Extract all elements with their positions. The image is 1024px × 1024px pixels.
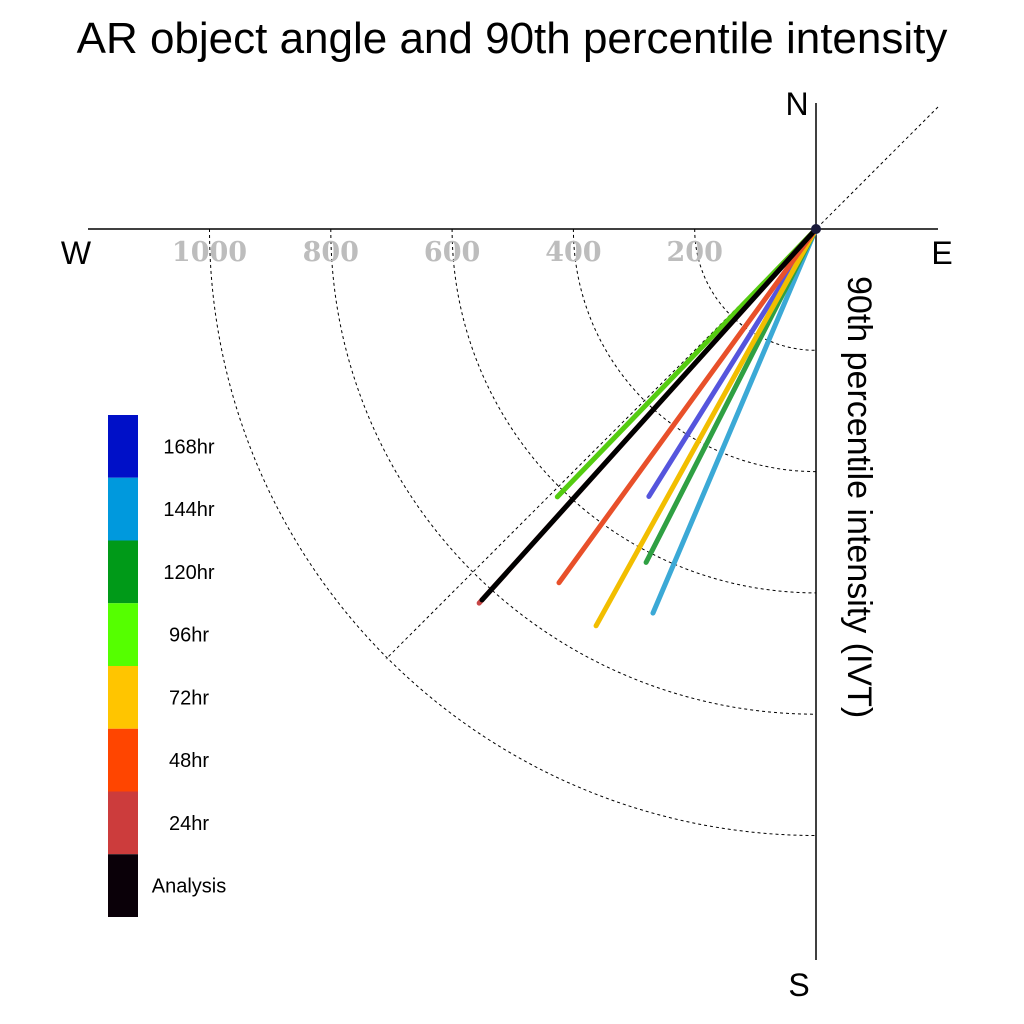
legend-swatch-48hr — [108, 728, 138, 792]
tick-label-800: 800 — [303, 237, 359, 268]
origin-dot — [811, 224, 821, 234]
chart-title: AR object angle and 90th percentile inte… — [76, 14, 948, 63]
grid-ring-600 — [451, 228, 817, 594]
legend-swatch-144hr — [108, 477, 138, 541]
vector-72hr — [593, 226, 819, 629]
tick-label-400: 400 — [545, 237, 601, 268]
legend-label-168hr: 168hr — [163, 436, 214, 458]
legend-label-96hr: 96hr — [169, 625, 209, 647]
legend-swatch-120hr — [108, 540, 138, 604]
diagonal-axis — [385, 106, 939, 660]
vector-144hr — [650, 226, 819, 616]
legend-swatch-72hr — [108, 666, 138, 729]
tick-label-200: 200 — [667, 237, 723, 268]
grid-ring-1000 — [209, 228, 817, 836]
east-label: E — [931, 235, 952, 271]
legend-label-24hr: 24hr — [169, 813, 209, 835]
vector-analysis — [479, 226, 819, 603]
south-label: S — [788, 967, 809, 1003]
north-label: N — [785, 86, 808, 122]
grid-ring-800 — [330, 228, 817, 715]
legend-swatch-analysis — [108, 854, 138, 917]
grid-ring-200 — [694, 228, 817, 351]
intensity-vectors — [476, 224, 821, 629]
vector-48hr — [556, 226, 819, 586]
legend-label-48hr: 48hr — [169, 750, 209, 772]
legend-label-120hr: 120hr — [163, 562, 214, 584]
legend-label-72hr: 72hr — [169, 687, 209, 709]
legend: 168hr 144hr 120hr 96hr 72hr 48hr 24hr Analysis — [108, 415, 226, 917]
y-axis-label: 90th percentile intensity (IVT) — [840, 276, 878, 718]
radial-tick-labels: 200 400 600 800 1000 — [172, 237, 723, 268]
legend-swatch-24hr — [108, 791, 138, 855]
tick-label-1000: 1000 — [172, 237, 247, 268]
legend-swatch-96hr — [108, 603, 138, 666]
legend-label-analysis: Analysis — [152, 876, 226, 898]
radial-grid — [209, 228, 817, 836]
tick-label-600: 600 — [424, 237, 480, 268]
vector-168hr — [646, 226, 819, 499]
legend-label-144hr: 144hr — [163, 499, 214, 521]
grid-ring-400 — [572, 228, 817, 473]
legend-swatch-168hr — [108, 415, 138, 478]
west-label: W — [61, 235, 92, 271]
